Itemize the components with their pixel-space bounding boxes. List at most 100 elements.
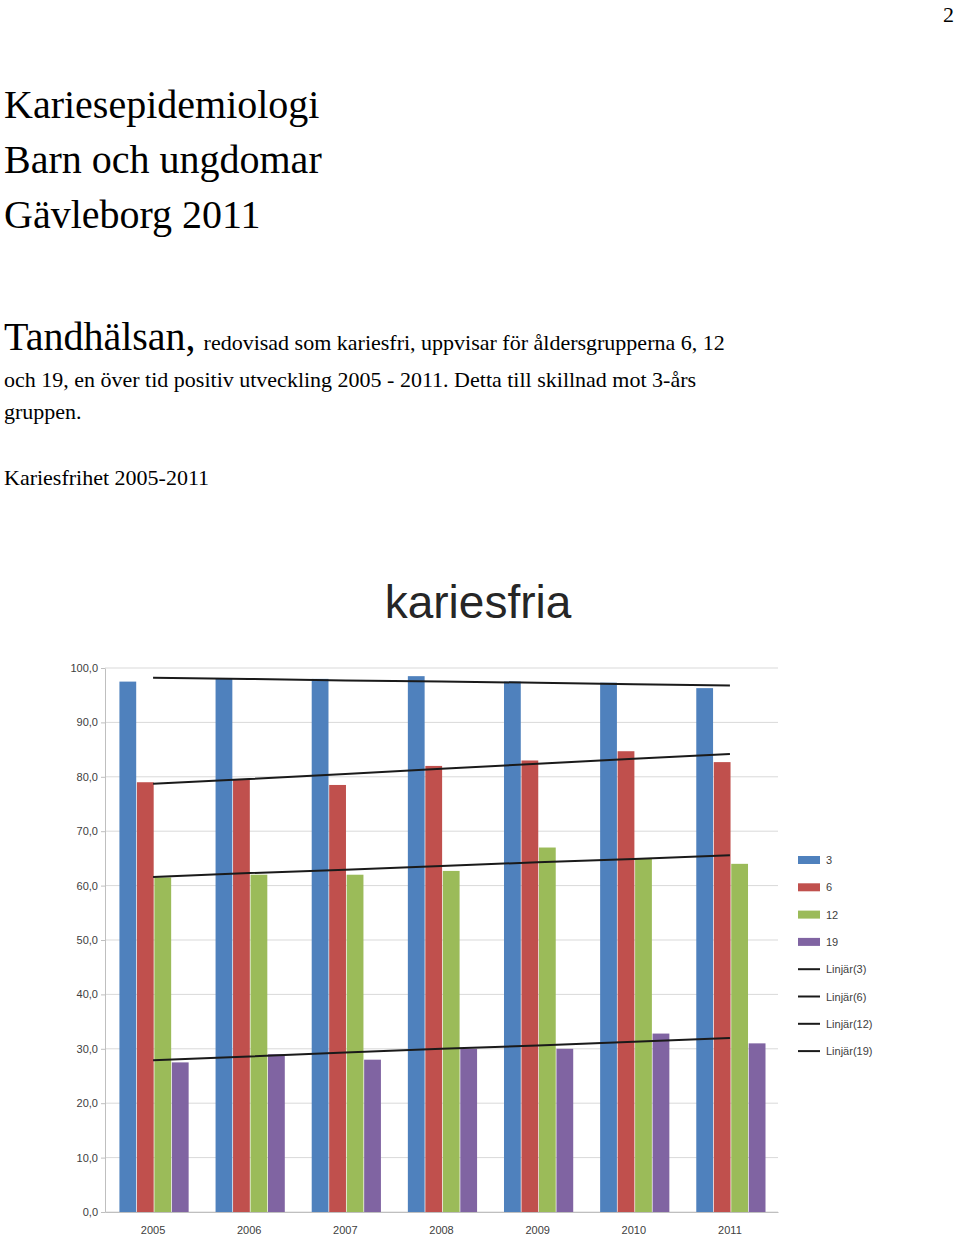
x-tick-label: 2008 [429, 1224, 453, 1236]
bar [329, 785, 346, 1212]
y-tick: 30,0 [77, 1043, 105, 1055]
paragraph-line: redovisad som kariesfri, uppvisar för ål… [204, 330, 725, 355]
legend-swatch [798, 1023, 820, 1025]
y-axis: 0,0 10,0 20,0 30,0 40,0 50,0 60,0 70,0 80,0 90,0 1… [70, 662, 105, 1218]
y-tick-label: 20,0 [77, 1097, 98, 1109]
y-tick: 100,0 [70, 662, 105, 674]
legend-label: Linjär(12) [826, 1018, 872, 1030]
legend-swatch [798, 996, 820, 998]
y-tick-mark [101, 668, 105, 669]
y-tick-mark [101, 1212, 105, 1213]
x-tick: 2006 [237, 1212, 261, 1236]
bar [216, 679, 233, 1212]
y-tick-mark [101, 1049, 105, 1050]
x-axis-line [106, 1212, 779, 1213]
bar [539, 848, 556, 1212]
y-tick: 90,0 [77, 716, 105, 728]
bar [460, 1049, 477, 1212]
heading-line: Kariesepidemiologi [4, 82, 319, 127]
chart: kariesfria 0,0 10,0 20,0 30,0 40,0 50,0 60,0 70,… [70, 576, 872, 1236]
bar [696, 688, 713, 1212]
legend-label: 19 [826, 936, 838, 948]
y-tick: 80,0 [77, 771, 105, 783]
x-tick-label: 2010 [622, 1224, 646, 1236]
x-tick: 2007 [333, 1212, 357, 1236]
caption: Kariesfrihet 2005-2011 [4, 465, 209, 490]
grid [105, 668, 778, 1212]
bar [618, 751, 635, 1212]
bar [749, 1043, 766, 1212]
y-tick: 50,0 [77, 934, 105, 946]
y-tick-label: 10,0 [77, 1152, 98, 1164]
y-tick-label: 80,0 [77, 771, 98, 783]
y-tick: 10,0 [77, 1152, 105, 1164]
x-axis: 2005 2006 2007 2008 2009 2010 2011 [106, 1212, 779, 1236]
y-tick-label: 50,0 [77, 934, 98, 946]
x-tick-label: 2005 [141, 1224, 165, 1236]
bar [714, 762, 731, 1212]
legend-swatch [798, 856, 820, 864]
x-tick-label: 2011 [718, 1224, 742, 1236]
y-axis-line [105, 669, 106, 1213]
x-tick: 2008 [429, 1212, 453, 1236]
bar [504, 682, 521, 1212]
paragraph-line: gruppen. [4, 399, 82, 424]
grid-line [105, 722, 778, 723]
page: 2 Kariesepidemiologi Barn och ungdomar Gävl… [0, 0, 960, 1242]
legend-label: Linjär(6) [826, 991, 866, 1003]
y-tick-label: 90,0 [77, 716, 98, 728]
bar [364, 1060, 381, 1212]
x-tick-label: 2006 [237, 1224, 261, 1236]
y-tick-mark [101, 1103, 105, 1104]
bar [521, 760, 538, 1212]
y-tick: 60,0 [77, 880, 105, 892]
y-tick-label: 40,0 [77, 988, 98, 1000]
trend-line [153, 754, 730, 784]
bar [137, 782, 154, 1212]
bar [556, 1049, 573, 1212]
bar [635, 858, 652, 1212]
bar [408, 676, 425, 1212]
paragraph-line: och 19, en över tid positiv utveckling 2… [4, 367, 696, 392]
legend-swatch [798, 938, 820, 946]
bar [731, 864, 748, 1212]
y-tick-label: 0,0 [83, 1206, 98, 1218]
document-text: 2 Kariesepidemiologi Barn och ungdomar Gävl… [4, 2, 954, 490]
y-tick: 70,0 [77, 825, 105, 837]
x-tick-label: 2007 [333, 1224, 357, 1236]
page-number: 2 [943, 2, 954, 27]
bar [251, 875, 268, 1212]
legend-label: Linjär(3) [826, 963, 866, 975]
y-tick-mark [101, 940, 105, 941]
y-tick-label: 30,0 [77, 1043, 98, 1055]
lead-word: Tandhälsan, [4, 314, 196, 359]
heading-line: Barn och ungdomar [4, 137, 322, 182]
bar [119, 682, 136, 1212]
legend-swatch [798, 968, 820, 970]
y-tick-mark [101, 1158, 105, 1159]
bar [172, 1062, 189, 1212]
bar [425, 766, 442, 1212]
bar [347, 875, 364, 1212]
legend-label: 3 [826, 854, 832, 866]
legend-swatch [798, 1050, 820, 1052]
plot-marks [119, 676, 765, 1212]
y-tick-mark [101, 886, 105, 887]
legend-swatch [798, 911, 820, 919]
x-tick: 2010 [622, 1212, 646, 1236]
trend-line [153, 1038, 730, 1060]
y-tick-mark [101, 722, 105, 723]
heading-line: Gävleborg 2011 [4, 192, 261, 237]
chart-title: kariesfria [385, 576, 572, 628]
bar [154, 877, 171, 1212]
bar [653, 1034, 670, 1212]
grid-line [105, 668, 778, 669]
bar [268, 1054, 285, 1212]
y-tick-mark [101, 994, 105, 995]
y-tick: 20,0 [77, 1097, 105, 1109]
legend-label: 12 [826, 909, 838, 921]
trend-line [153, 855, 730, 877]
y-tick-mark [101, 831, 105, 832]
x-tick-label: 2009 [525, 1224, 549, 1236]
y-tick: 40,0 [77, 988, 105, 1000]
